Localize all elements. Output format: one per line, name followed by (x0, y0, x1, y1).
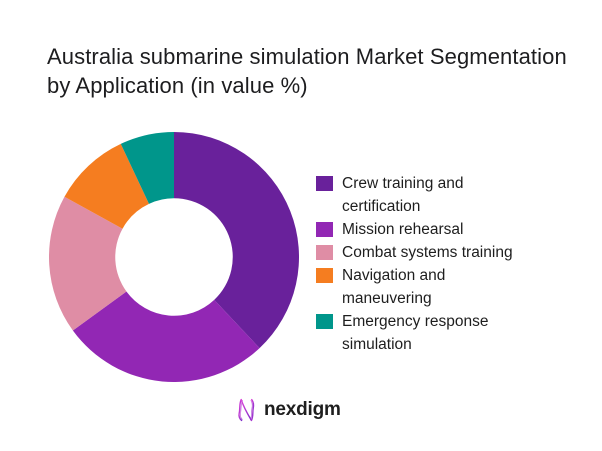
donut-segment-3 (64, 143, 149, 229)
legend-swatch-crew-training (316, 176, 333, 191)
legend-item-emergency-response: Emergency response simulation (316, 310, 513, 356)
legend-label-navigation: Navigation and maneuvering (342, 267, 446, 307)
legend-label-mission-rehearsal: Mission rehearsal (342, 221, 464, 238)
legend-swatch-emergency-response (316, 314, 333, 329)
chart-title: Australia submarine simulation Market Se… (47, 44, 567, 98)
donut-segment-4 (120, 132, 174, 204)
nexdigm-logo-text: nexdigm (264, 399, 341, 420)
legend-item-crew-training: Crew training and certification (316, 172, 513, 218)
donut-chart-area (48, 132, 300, 383)
nexdigm-logo-icon (238, 398, 255, 422)
legend-item-combat-systems: Combat systems training (316, 241, 513, 264)
legend-label-crew-training: Crew training and certification (342, 175, 464, 215)
legend-swatch-mission-rehearsal (316, 222, 333, 237)
nexdigm-logo: nexdigm (236, 397, 341, 423)
legend-label-emergency-response: Emergency response simulation (342, 313, 489, 353)
chart-legend: Crew training and certification Mission … (316, 172, 513, 356)
legend-item-mission-rehearsal: Mission rehearsal (316, 218, 513, 241)
legend-swatch-combat-systems (316, 245, 333, 260)
legend-label-combat-systems: Combat systems training (342, 244, 513, 261)
legend-item-navigation: Navigation and maneuvering (316, 264, 513, 310)
legend-swatch-navigation (316, 268, 333, 283)
donut-segment-0 (174, 132, 300, 349)
donut-segment-2 (48, 196, 127, 331)
donut-segment-1 (72, 291, 260, 383)
donut-chart (48, 132, 300, 383)
